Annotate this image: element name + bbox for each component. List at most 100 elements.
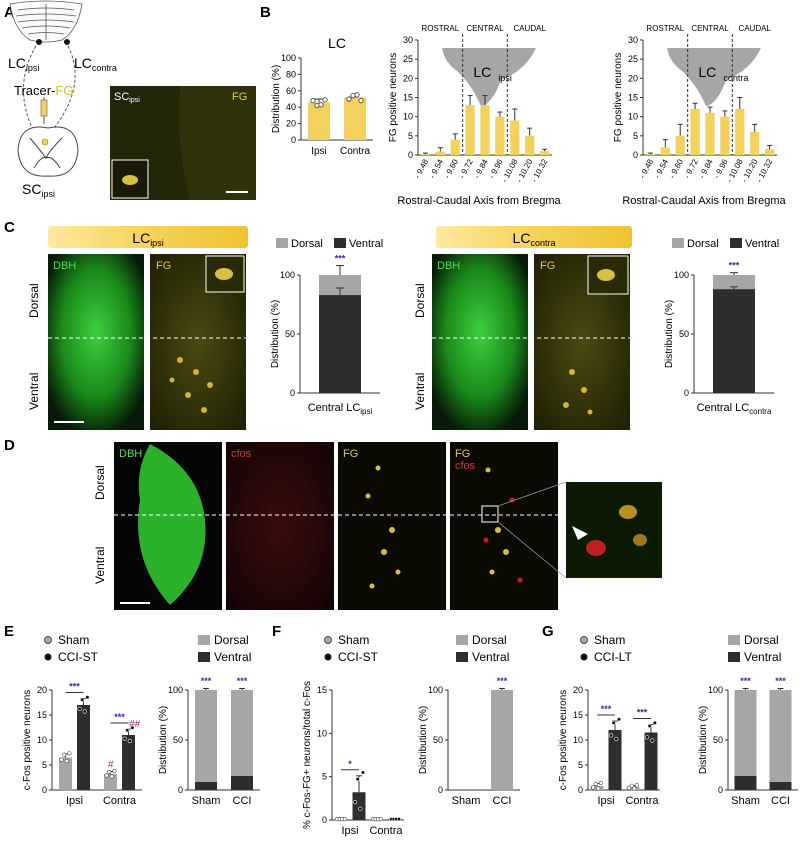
bar-cci-lt-ipsi xyxy=(608,730,622,790)
bar-contra xyxy=(344,97,366,140)
region-label-caudal: CAUDAL xyxy=(738,24,771,33)
bar-ventral-sham xyxy=(195,782,217,790)
chart-e: 0 5 10 15 20 c-Fos positive neurons Sham CCI-ST… xyxy=(22,633,142,807)
data-point xyxy=(77,706,82,712)
x-tick-label: Ipsi xyxy=(341,825,358,837)
bar xyxy=(450,139,460,155)
d-zoom-box xyxy=(481,505,499,523)
x-tick-label: Sham xyxy=(192,795,221,807)
data-point xyxy=(396,817,402,822)
micrograph-d-cfos xyxy=(226,442,334,610)
legend-label-cci: CCI-LT xyxy=(594,650,632,664)
y-tick-label: 15 xyxy=(628,93,638,103)
y-tick-label: 50 xyxy=(433,735,443,745)
micrograph-d-fg xyxy=(338,442,446,610)
bar xyxy=(420,154,431,155)
y-tick-label: 20 xyxy=(628,73,638,83)
legend-label-sham: Sham xyxy=(338,633,369,647)
d-merge-fg-label: FG xyxy=(455,448,470,460)
d-fg-label: FG xyxy=(343,448,358,460)
legend-label-ventral: Ventral xyxy=(349,238,383,250)
legend-label-sham: Sham xyxy=(58,633,89,647)
d-merge-cfos-label: cfos xyxy=(455,460,476,472)
legend-swatch-dorsal xyxy=(198,635,210,645)
arrowhead-icon xyxy=(572,526,588,540)
bar-ventral-cci xyxy=(769,782,792,790)
region-label-caudal: CAUDAL xyxy=(513,24,546,33)
lc-silhouette xyxy=(667,48,761,106)
significance-star: *** xyxy=(335,254,346,264)
hash-mark-cci: ## xyxy=(129,719,141,730)
data-point xyxy=(632,786,637,791)
significance-star: *** xyxy=(201,676,212,686)
data-point xyxy=(647,723,652,729)
region-label-central: CENTRAL xyxy=(466,24,504,33)
banner-lc-ipsi xyxy=(48,226,248,248)
lc-ipsi-dot xyxy=(36,39,42,45)
legend-swatch-ventral xyxy=(456,652,468,662)
data-point xyxy=(598,780,604,786)
data-point xyxy=(318,102,324,108)
bar-ventral xyxy=(319,295,361,393)
y-tick-label: 100 xyxy=(428,685,443,695)
y-tick-label: 5 xyxy=(633,131,638,141)
significance-star: *** xyxy=(729,261,740,271)
bar-cci-lt-contra xyxy=(644,732,658,790)
data-point xyxy=(59,757,64,762)
data-point xyxy=(355,776,360,782)
x-axis-label: Rostral-Caudal Axis from Bregma xyxy=(397,195,561,207)
c-dorsal-label-contra: Dorsal xyxy=(413,283,427,318)
y-tick-label: 20 xyxy=(403,73,413,83)
data-point xyxy=(322,97,328,103)
bar xyxy=(735,109,745,155)
y-tick-label: 25 xyxy=(628,54,638,64)
c-ventral-label-contra: Ventral xyxy=(413,373,427,410)
tracer-label: Tracer-FG xyxy=(14,83,73,98)
c-fg-label-contra: FG xyxy=(540,260,555,272)
legend-swatch-ventral xyxy=(198,652,210,662)
x-tick-label: Ipsi xyxy=(597,795,614,807)
legend-swatch-dorsal xyxy=(456,635,468,645)
y-tick-label: 0 xyxy=(633,150,638,160)
y-tick-label: 0 xyxy=(322,815,327,825)
legend-swatch-ventral xyxy=(334,238,346,248)
bar xyxy=(705,112,715,155)
y-tick-label: 100 xyxy=(168,685,183,695)
data-point xyxy=(310,98,316,104)
micro-fg-label: FG xyxy=(232,91,247,103)
y-tick-label: 5 xyxy=(322,772,327,782)
x-tick-label: Ipsi xyxy=(311,146,327,157)
panel-letter-c: C xyxy=(4,219,15,236)
legend-label-cci: CCI-ST xyxy=(338,650,379,664)
bar-ventral-sham xyxy=(734,776,757,790)
lc-silhouette-sub: ipsi xyxy=(498,73,512,83)
micro-inset xyxy=(111,159,149,199)
legend-marker-cci xyxy=(44,653,52,661)
y-tick-label: 100 xyxy=(708,685,723,695)
bar xyxy=(764,149,775,155)
significance-star: *** xyxy=(237,676,248,686)
bar xyxy=(690,109,700,155)
data-point xyxy=(616,717,622,722)
y-tick-label: 100 xyxy=(281,53,296,63)
x-tick-label: CCI xyxy=(771,795,790,807)
legend-swatch-ventral xyxy=(728,652,740,662)
banner-lc-contra-label: LCcontra xyxy=(513,230,556,248)
bar-dorsal-cci xyxy=(231,690,253,776)
y-tick-label: 30 xyxy=(628,35,638,45)
panel-letter-g: G xyxy=(542,623,554,640)
data-point xyxy=(346,96,352,102)
data-point xyxy=(342,817,348,822)
data-point xyxy=(353,800,358,805)
legend-marker-cci xyxy=(324,653,332,661)
region-label-rostral: ROSTRAL xyxy=(646,24,684,33)
data-point xyxy=(354,92,360,98)
panel-letter-a: A xyxy=(4,4,15,21)
bar xyxy=(539,151,550,155)
bar-dorsal-sham xyxy=(195,690,217,782)
lc-silhouette-sub: contra xyxy=(723,73,748,83)
region-label-central: CENTRAL xyxy=(691,24,729,33)
d-ventral-label: Ventral xyxy=(93,547,107,584)
y-tick-label: 0 xyxy=(291,135,296,145)
d-cfos-label: cfos xyxy=(231,448,252,460)
